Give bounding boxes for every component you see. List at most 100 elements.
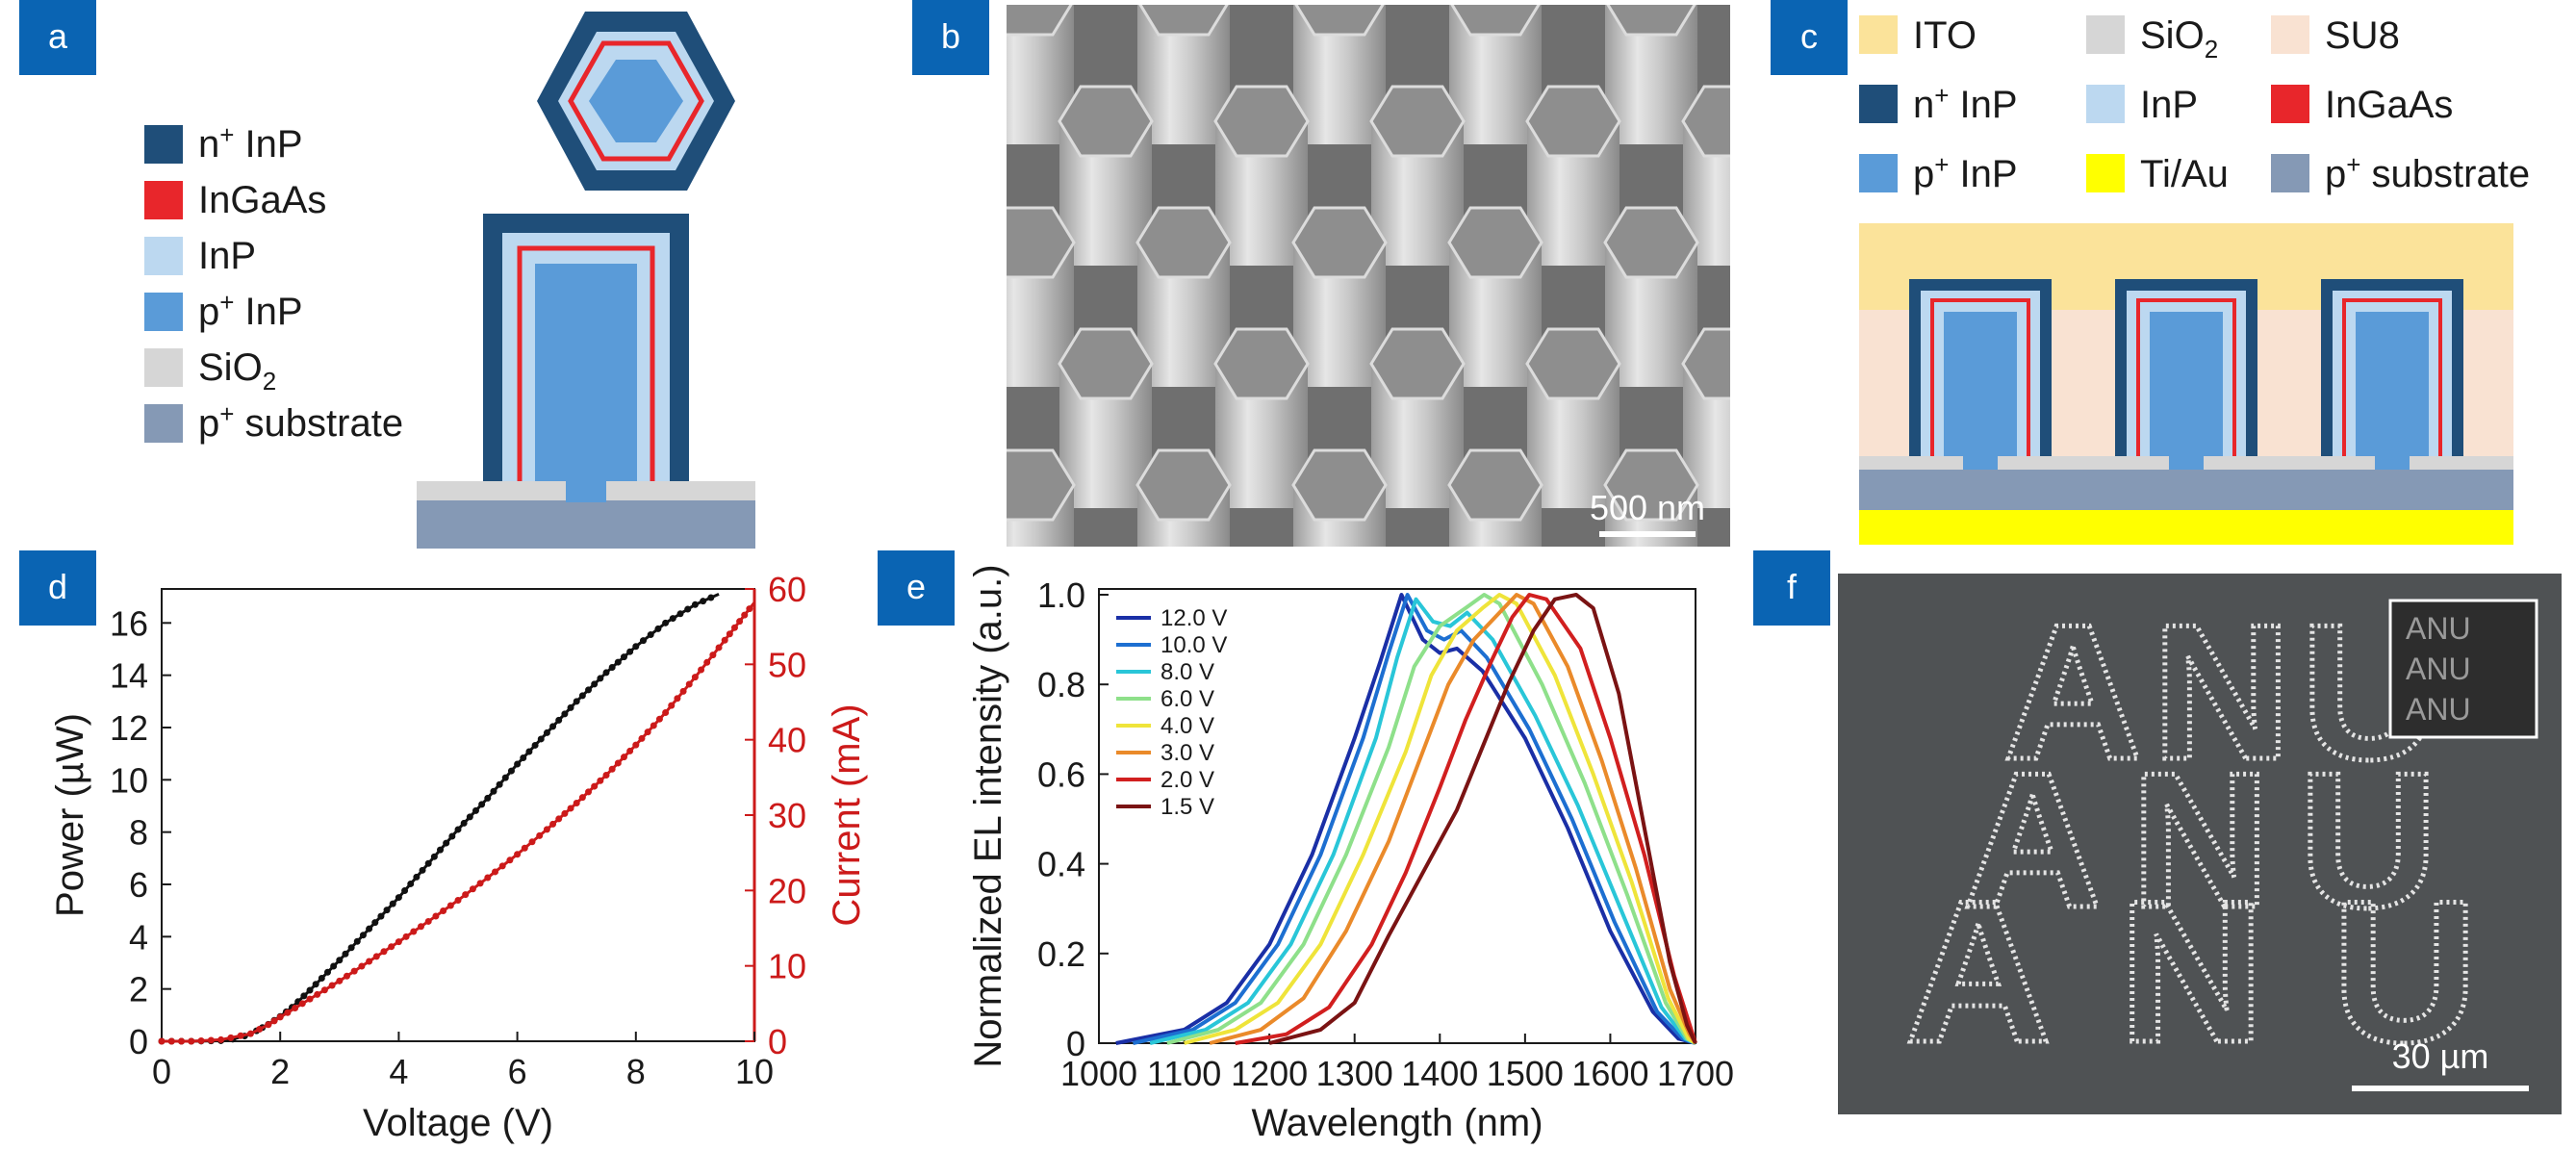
legend-c-label: SiO2: [2140, 14, 2218, 64]
device-pillars: [1909, 279, 2463, 470]
power-point: [371, 919, 379, 927]
current-point: [741, 611, 749, 619]
c-substrate: [1859, 470, 2513, 510]
current-point: [440, 907, 447, 914]
current-point: [578, 794, 586, 802]
power-point: [662, 619, 670, 626]
nanowire-side-view: [417, 214, 755, 549]
legend-c-label-main: InP: [2140, 84, 2198, 126]
current-point: [679, 687, 687, 695]
power-point: [383, 907, 391, 914]
current-point: [207, 1036, 215, 1044]
legend-c-label-main: SU8: [2325, 14, 2400, 57]
legend-c-label: InP: [2140, 84, 2198, 126]
device-cross-section: [1859, 223, 2513, 545]
power-point: [537, 735, 545, 743]
legend-c-label-sub: 2: [2205, 35, 2218, 64]
legend-c-label-main: SiO: [2140, 14, 2205, 57]
legend-a-swatch: [144, 348, 183, 387]
legend-a-label-rest: InP: [234, 123, 302, 166]
current-point: [469, 885, 476, 893]
current-point: [668, 702, 676, 709]
power-point: [306, 986, 314, 994]
chart-d-xtick: 0: [152, 1052, 171, 1091]
power-point: [323, 968, 331, 976]
power-point: [312, 981, 319, 988]
power-point: [318, 975, 325, 983]
legend-a-label-main: p: [198, 291, 219, 333]
legend-c-swatch: [2271, 15, 2309, 54]
power-point: [460, 819, 468, 827]
legend-c-label: p+ InP: [1913, 150, 2018, 195]
current-point: [158, 1037, 166, 1045]
legend-c-label-main: n: [1913, 84, 1934, 126]
current-point: [217, 1035, 225, 1043]
current-point: [736, 618, 744, 626]
scale-bar-f-text: 30 µm: [2392, 1036, 2489, 1076]
anu-row-2: ANU: [1963, 733, 2466, 948]
panel-e-label: e: [906, 567, 926, 606]
current-point: [591, 782, 599, 790]
legend-e-label: 4.0 V: [1160, 713, 1214, 739]
chart-d-y2tick: 0: [768, 1022, 787, 1061]
legend-a-label-main: p: [198, 402, 219, 445]
chart-e-ytick: 0.8: [1037, 665, 1085, 704]
current-point: [276, 1013, 284, 1021]
chart-d-ytick: 16: [110, 603, 148, 643]
current-point: [270, 1017, 278, 1025]
power-point: [496, 780, 503, 788]
power-point: [561, 710, 569, 718]
current-point: [432, 912, 440, 920]
current-point: [284, 1009, 292, 1016]
current-point: [306, 995, 314, 1003]
power-point: [407, 880, 415, 887]
chart-d-ytick: 6: [129, 865, 148, 905]
current-point: [602, 771, 610, 779]
legend-c-label-rest: InP: [1949, 84, 2017, 126]
legend-c-swatch: [1859, 85, 1898, 123]
current-point: [703, 658, 711, 666]
panel-b-label-box: [912, 0, 989, 75]
power-point: [676, 610, 684, 618]
nanopillar: [1135, 206, 1232, 387]
nanowire-top-view: [537, 12, 735, 191]
current-point: [410, 928, 418, 935]
scale-bar-f-line: [2352, 1086, 2529, 1091]
current-point: [573, 799, 580, 806]
chart-e-ytick: 0.2: [1037, 934, 1085, 974]
series-power-markers: [158, 594, 715, 1045]
power-point: [632, 643, 640, 651]
nanopillar: [1681, 85, 1730, 266]
side-ingaas: [517, 245, 655, 481]
legend-e-label: 6.0 V: [1160, 686, 1214, 712]
current-point: [644, 728, 651, 736]
legend-c-label: InGaAs: [2325, 84, 2453, 126]
legend-a-label-main: InP: [198, 235, 256, 277]
chart-e-ytick: 1.0: [1037, 575, 1085, 615]
power-point: [342, 950, 349, 958]
nanopillar: [1369, 85, 1466, 266]
legend-c-swatch: [2086, 15, 2125, 54]
power-point: [419, 866, 426, 874]
current-point: [197, 1036, 205, 1044]
current-point: [350, 967, 358, 975]
power-point: [413, 873, 421, 881]
chart-d-y2tick: 50: [768, 645, 806, 684]
chart-d-xtick: 2: [270, 1052, 290, 1091]
power-point: [389, 900, 396, 907]
current-point: [655, 715, 663, 723]
chart-d-ytick: 4: [129, 917, 148, 957]
hex-p-inp: [589, 60, 683, 142]
current-point: [543, 826, 550, 833]
nanopillar: [1058, 327, 1154, 508]
chart-d-ytick: 14: [110, 656, 148, 696]
legend-e-label: 12.0 V: [1160, 605, 1227, 631]
scale-bar-b-text: 500 nm: [1590, 488, 1705, 527]
chart-e-xlabel: Wavelength (nm): [1251, 1102, 1543, 1144]
power-point: [585, 686, 593, 694]
chart-e-xtick: 1300: [1316, 1054, 1393, 1093]
legend-c-label-main: ITO: [1913, 14, 1977, 57]
current-point: [528, 838, 536, 846]
